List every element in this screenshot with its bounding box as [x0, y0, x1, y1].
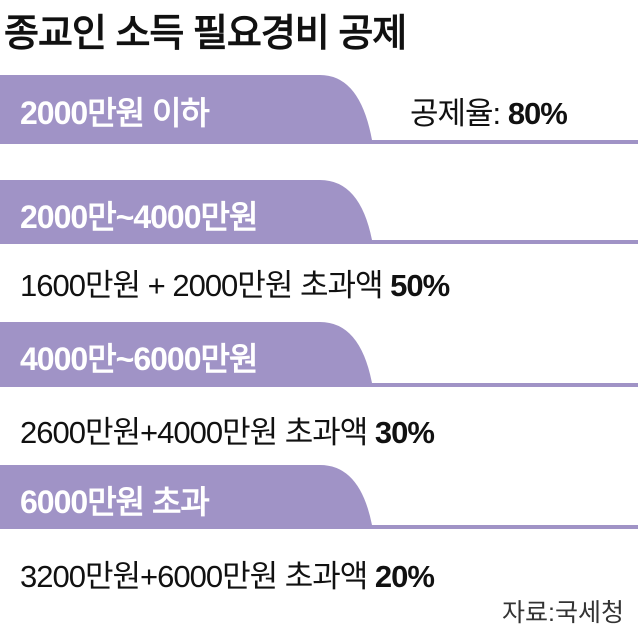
source: 자료:국세청: [502, 599, 624, 627]
tab: [0, 180, 638, 244]
section-label: 6000만원 초과: [20, 484, 210, 520]
section-text: 2600만원+4000만원 초과액 30%: [20, 407, 435, 452]
tab-shapes: [0, 75, 638, 529]
section-label: 2000만원 이하: [20, 95, 210, 131]
section-text: 1600만원 + 2000만원 초과액 50%: [20, 260, 450, 305]
section-text: 3200만원+6000만원 초과액 20%: [20, 551, 435, 596]
text: 공제율:: [410, 96, 501, 131]
tab: [0, 322, 638, 387]
text: 3200만원+6000만원 초과액: [20, 559, 368, 594]
rate: 80%: [507, 96, 568, 131]
tab: [0, 465, 638, 529]
rate: 30%: [374, 415, 435, 450]
rate: 20%: [374, 559, 435, 594]
text: 2600만원+4000만원 초과액: [20, 415, 368, 450]
section-text: 공제율: 80%: [410, 88, 568, 133]
rate: 50%: [390, 268, 450, 303]
tab: [0, 75, 638, 144]
title: 종교인 소득 필요경비 공제: [4, 13, 407, 55]
section-label: 4000만~6000만원: [20, 341, 258, 377]
text: 1600만원 + 2000만원 초과액: [20, 268, 384, 303]
section-label: 2000만~4000만원: [20, 199, 258, 235]
